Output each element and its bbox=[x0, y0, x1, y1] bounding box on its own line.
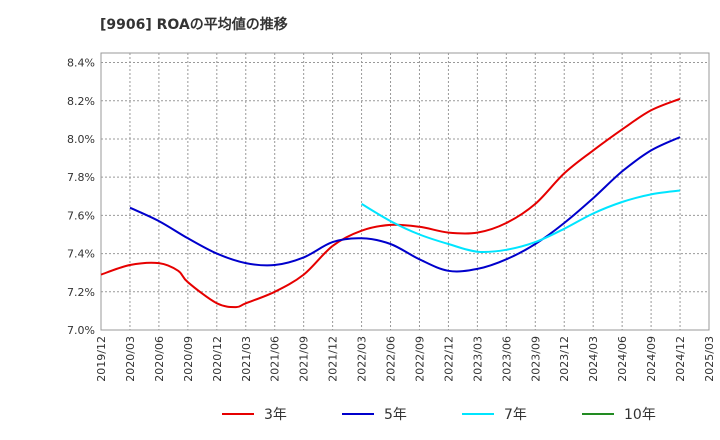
x-tick-label: 2022/03 bbox=[356, 336, 369, 382]
x-tick-label: 2025/03 bbox=[703, 336, 716, 382]
x-tick-label: 2021/12 bbox=[327, 336, 340, 382]
grid-lines bbox=[101, 53, 709, 330]
y-tick-label: 7.8% bbox=[67, 171, 95, 184]
chart-title: [9906] ROAの平均値の推移 bbox=[100, 17, 288, 33]
legend-item: 7年 bbox=[462, 407, 527, 423]
y-tick-label: 8.0% bbox=[67, 133, 95, 146]
x-tick-label: 2022/06 bbox=[385, 336, 398, 382]
legend-label: 10年 bbox=[624, 407, 656, 423]
x-tick-label: 2021/03 bbox=[240, 336, 253, 382]
legend-label: 3年 bbox=[264, 407, 287, 423]
x-tick-label: 2021/06 bbox=[269, 336, 282, 382]
y-tick-label: 7.4% bbox=[67, 248, 95, 261]
series-line-3年 bbox=[100, 97, 681, 309]
x-tick-label: 2019/12 bbox=[95, 336, 108, 382]
x-tick-label: 2024/12 bbox=[674, 336, 687, 382]
series-line-5年 bbox=[129, 136, 681, 273]
plot-area bbox=[100, 52, 710, 331]
x-tick-label: 2020/09 bbox=[182, 336, 195, 382]
legend: 3年 5年 7年 10年 bbox=[222, 407, 656, 423]
x-tick-label: 2022/12 bbox=[442, 336, 455, 382]
y-tick-label: 7.6% bbox=[67, 209, 95, 222]
x-tick-label: 2022/09 bbox=[413, 336, 426, 382]
legend-item: 5年 bbox=[342, 407, 407, 423]
legend-item: 10年 bbox=[582, 407, 656, 423]
legend-item: 3年 bbox=[222, 407, 287, 423]
y-tick-label: 8.4% bbox=[67, 57, 95, 70]
legend-label: 7年 bbox=[504, 407, 527, 423]
y-tick-label: 8.2% bbox=[67, 95, 95, 108]
legend-label: 5年 bbox=[384, 407, 407, 423]
x-tick-label: 2020/06 bbox=[153, 336, 166, 382]
x-axis: 2019/12 2020/03 2020/06 2020/09 2020/12 2021/… bbox=[95, 336, 716, 382]
x-tick-label: 2024/03 bbox=[587, 336, 600, 382]
y-tick-label: 7.0% bbox=[67, 324, 95, 337]
x-tick-label: 2024/09 bbox=[645, 336, 658, 382]
x-tick-label: 2023/12 bbox=[558, 336, 571, 382]
x-tick-label: 2023/09 bbox=[529, 336, 542, 382]
x-tick-label: 2024/06 bbox=[616, 336, 629, 382]
x-tick-label: 2023/03 bbox=[471, 336, 484, 382]
x-tick-label: 2020/03 bbox=[124, 336, 137, 382]
x-tick-label: 2020/12 bbox=[211, 336, 224, 382]
series-line-7年 bbox=[361, 189, 681, 254]
y-tick-label: 7.2% bbox=[67, 286, 95, 299]
x-tick-label: 2023/06 bbox=[500, 336, 513, 382]
series-lines bbox=[100, 97, 681, 309]
x-tick-label: 2021/09 bbox=[298, 336, 311, 382]
y-axis: 7.0% 7.2% 7.4% 7.6% 7.8% 8.0% 8.2% 8.4% bbox=[67, 57, 95, 337]
